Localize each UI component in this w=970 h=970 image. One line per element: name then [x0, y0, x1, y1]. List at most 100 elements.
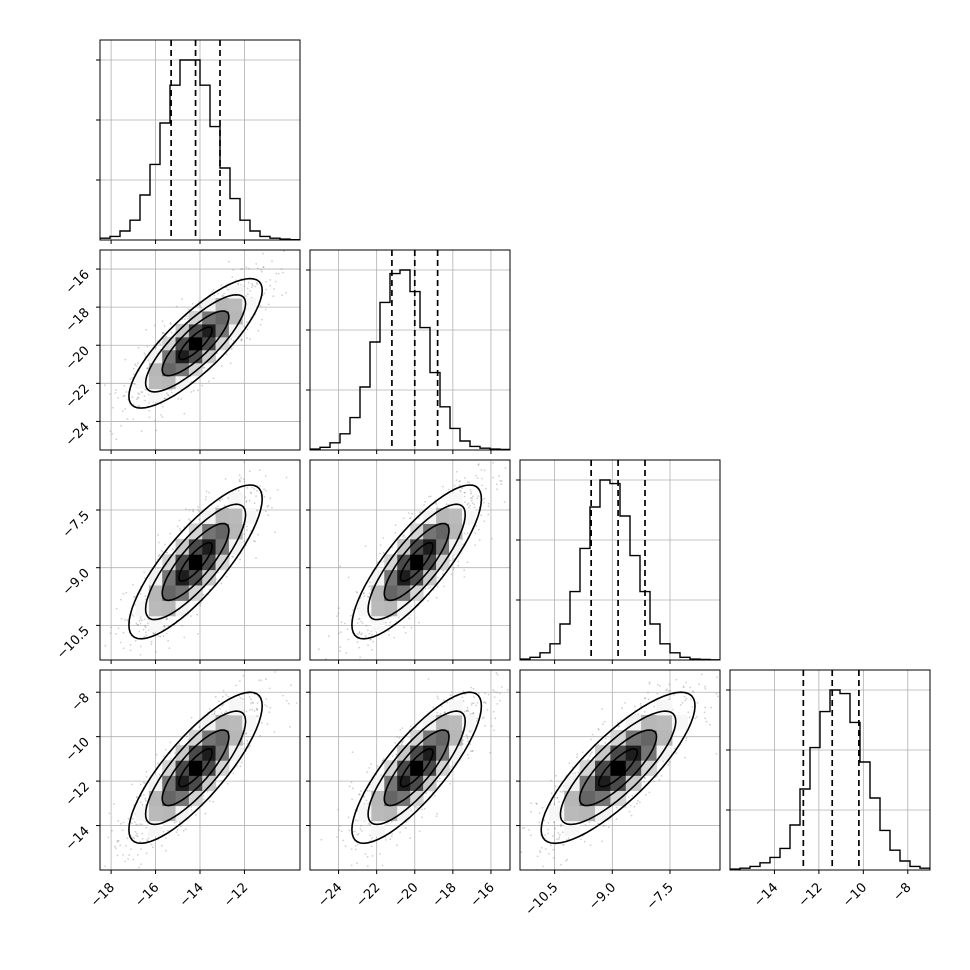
- scatter-point: [249, 745, 251, 747]
- scatter-point: [190, 615, 192, 618]
- scatter-point: [268, 711, 271, 714]
- scatter-point: [163, 397, 166, 400]
- scatter-point: [131, 822, 133, 825]
- scatter-point: [467, 740, 469, 743]
- scatter-point: [248, 696, 251, 698]
- scatter-point: [239, 697, 242, 700]
- scatter-point: [213, 713, 216, 716]
- scatter-point: [523, 430, 525, 432]
- scatter-point: [389, 838, 392, 841]
- scatter-point: [603, 721, 606, 723]
- scatter-point: [482, 716, 485, 719]
- density-shading: [135, 492, 257, 632]
- scatter-point: [464, 491, 466, 494]
- scatter-point: [404, 536, 406, 539]
- scatter-point: [432, 706, 435, 709]
- scatter-point: [232, 772, 235, 775]
- scatter-point: [256, 709, 259, 711]
- scatter-point: [317, 648, 320, 651]
- scatter-point: [214, 695, 217, 698]
- scatter-point: [153, 324, 156, 327]
- scatter-point: [158, 773, 161, 776]
- scatter-point: [356, 622, 359, 624]
- scatter-point: [161, 844, 163, 847]
- density-cell: [188, 775, 203, 791]
- scatter-point: [136, 832, 138, 835]
- scatter-point: [466, 737, 469, 740]
- density-cell: [423, 554, 437, 571]
- scatter-point: [140, 430, 143, 432]
- scatter-point: [363, 796, 365, 798]
- scatter-point: [240, 761, 243, 764]
- scatter-point: [465, 734, 468, 737]
- scatter-point: [387, 617, 389, 620]
- scatter-point: [240, 339, 243, 341]
- scatter-point: [169, 323, 172, 325]
- scatter-point: [132, 817, 134, 820]
- scatter-point: [179, 527, 181, 530]
- density-cell: [228, 492, 243, 509]
- scatter-point: [246, 337, 248, 339]
- scatter-point: [245, 499, 248, 502]
- scatter-point: [131, 783, 134, 786]
- density-cell: [410, 760, 424, 776]
- scatter-point: [111, 829, 113, 832]
- scatter-point: [107, 836, 110, 839]
- scatter-point: [190, 391, 193, 393]
- scatter-point: [402, 517, 405, 520]
- scatter-point: [459, 480, 461, 482]
- contour-0: [178, 748, 214, 788]
- scatter-point: [486, 709, 489, 711]
- scatter-point: [350, 614, 352, 617]
- scatter-point: [367, 596, 370, 599]
- scatter-point: [403, 534, 405, 536]
- scatter-point: [353, 830, 356, 833]
- scatter-point: [255, 282, 258, 284]
- histogram-0: [100, 59, 300, 240]
- scatter-point: [368, 585, 371, 588]
- scatter-point: [199, 604, 202, 607]
- panel-content: [100, 40, 300, 240]
- scatter-point: [132, 858, 135, 861]
- scatter-point: [256, 708, 258, 711]
- scatter-point: [403, 626, 405, 629]
- scatter-point: [379, 853, 381, 855]
- scatter-point: [437, 697, 439, 700]
- scatter-point: [538, 849, 541, 852]
- scatter-point: [139, 622, 142, 625]
- scatter-point: [471, 502, 474, 505]
- y-tick-label: −18: [63, 305, 93, 335]
- scatter-point: [256, 489, 258, 492]
- density-cell: [449, 699, 463, 716]
- y-tick-label: −7.5: [60, 508, 93, 541]
- scatter-point: [225, 693, 228, 696]
- scatter-point: [189, 519, 192, 522]
- scatter-point: [165, 618, 168, 621]
- scatter-point: [123, 394, 126, 397]
- scatter-point: [139, 783, 142, 786]
- scatter-point: [461, 696, 464, 699]
- density-cell: [397, 538, 411, 555]
- scatter-point: [238, 478, 241, 481]
- scatter-point: [127, 817, 130, 820]
- scatter-point: [443, 699, 445, 701]
- x-tick-label: −20: [392, 880, 422, 910]
- scatter-point: [356, 591, 359, 594]
- scatter-point: [104, 644, 107, 647]
- scatter-point: [165, 392, 168, 394]
- density-cell: [188, 569, 203, 586]
- scatter-point: [125, 845, 127, 847]
- scatter-point: [487, 693, 490, 696]
- scatter-point: [84, 902, 86, 904]
- scatter-point: [630, 814, 633, 817]
- scatter-point: [156, 558, 159, 561]
- scatter-point: [253, 710, 256, 712]
- scatter-point: [155, 753, 158, 756]
- scatter-point: [494, 717, 497, 720]
- density-cell: [215, 310, 230, 325]
- scatter-point: [373, 663, 375, 665]
- scatter-point: [122, 631, 125, 634]
- density-cell: [162, 790, 177, 807]
- density-cell: [148, 805, 163, 822]
- contour-1: [161, 522, 230, 602]
